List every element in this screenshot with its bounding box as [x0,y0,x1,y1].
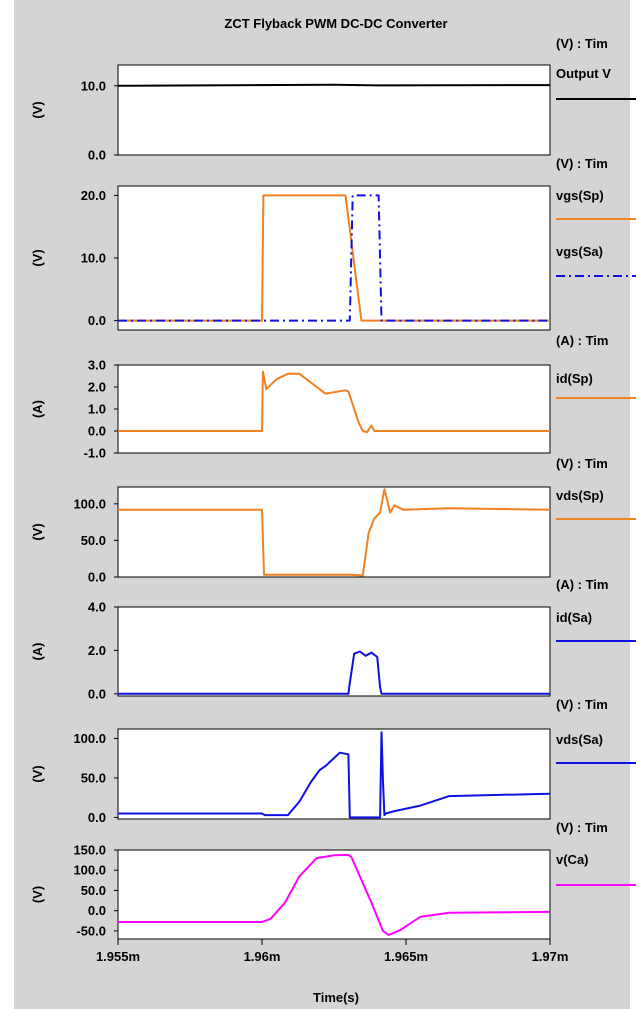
y-tick-label: 50.0 [81,533,106,548]
plot-area [118,850,550,939]
legend-header: (V) : Tim [556,156,608,171]
y-tick-label: 4.0 [88,600,106,615]
x-axis-label: Time(s) [313,990,359,1005]
legend-entry-label: id(Sp) [556,371,593,386]
legend-header: (V) : Tim [556,456,608,471]
y-tick-label: 50.0 [81,770,106,785]
legend-entry-label: vds(Sa) [556,732,603,747]
legend-entry-label: vds(Sp) [556,488,604,503]
legend-entry-label: vgs(Sa) [556,244,603,259]
y-tick-label: 2.0 [88,380,106,395]
y-tick-label: 100.0 [73,496,106,511]
y-tick-label: 100.0 [73,731,106,746]
y-tick-label: 0.0 [88,903,106,918]
y-tick-label: 100.0 [73,863,106,878]
y-tick-label: 0.0 [88,686,106,701]
y-tick-label: -50.0 [76,923,106,938]
plot-area [118,729,550,819]
y-tick-label: 50.0 [81,883,106,898]
legend-entry-label: vgs(Sp) [556,188,604,203]
legend-header: (A) : Tim [556,577,608,592]
plot-area [118,487,550,577]
y-tick-label: -1.0 [84,446,106,461]
y-tick-label: 0.0 [88,810,106,825]
y-axis-label: (V) [30,886,45,903]
x-tick-label: 1.965m [384,949,428,964]
y-tick-label: 0.0 [88,148,106,163]
y-tick-label: 0.0 [88,313,106,328]
y-axis-label: (V) [30,249,45,266]
x-tick-label: 1.96m [244,949,281,964]
x-tick-label: 1.97m [532,949,569,964]
y-tick-label: 20.0 [81,188,106,203]
series-group [118,85,550,86]
chart-title: ZCT Flyback PWM DC-DC Converter [224,16,447,31]
y-tick-label: 150.0 [73,843,106,858]
legend-header: (A) : Tim [556,333,608,348]
plot-area [118,365,550,453]
y-tick-label: 2.0 [88,643,106,658]
y-tick-label: 10.0 [81,78,106,93]
y-tick-label: 0.0 [88,424,106,439]
y-tick-label: 10.0 [81,251,106,266]
y-axis-label: (A) [30,400,45,418]
plot-area [118,65,550,155]
y-axis-label: (V) [30,101,45,118]
x-tick-label: 1.955m [96,949,140,964]
legend-header: (V) : Tim [556,697,608,712]
y-tick-label: 0.0 [88,570,106,585]
y-axis-label: (A) [30,642,45,660]
legend-entry-label: Output V [556,66,611,81]
legend-entry-label: id(Sa) [556,610,592,625]
plot-area [118,607,550,696]
y-axis-label: (V) [30,523,45,540]
y-tick-label: 3.0 [88,358,106,373]
y-tick-label: 1.0 [88,402,106,417]
legend-entry-label: v(Ca) [556,852,589,867]
y-axis-label: (V) [30,765,45,782]
legend-header: (V) : Tim [556,36,608,51]
plot-area [118,186,550,330]
series-line-output-v [118,85,550,86]
legend-header: (V) : Tim [556,820,608,835]
